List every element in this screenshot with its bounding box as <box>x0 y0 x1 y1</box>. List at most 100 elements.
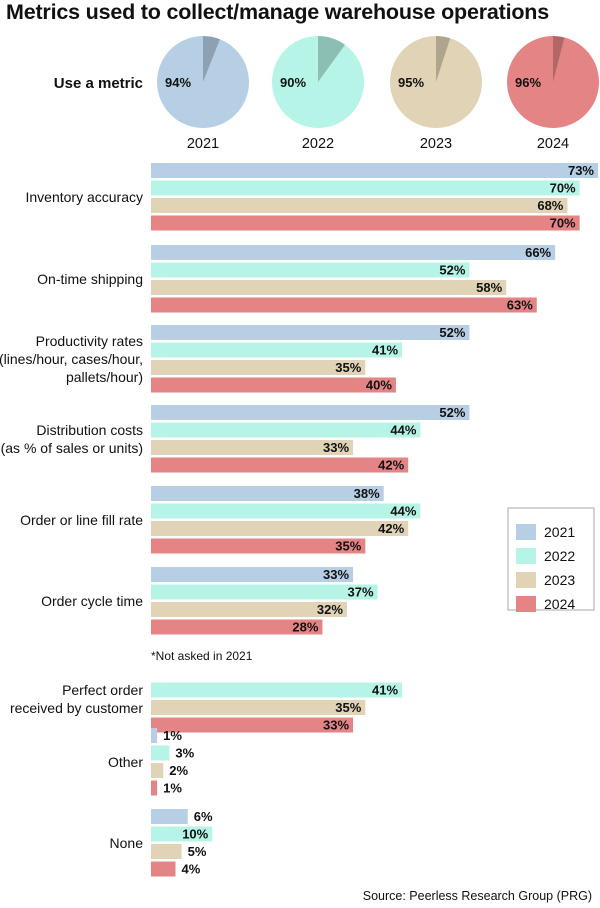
bar-group: 52% 41% 35% 40% Productivity rates (lines/hou… <box>0 325 470 393</box>
pie-year-label: 2023 <box>420 136 452 152</box>
bar-2022 <box>151 584 378 600</box>
bar-value-label: 28% <box>292 620 318 635</box>
bar-value-label: 73% <box>568 163 594 178</box>
source-credit: Source: Peerless Research Group (PRG) <box>362 889 592 903</box>
pie-row-label: Use a metric <box>53 75 143 92</box>
bar-value-label: 66% <box>525 245 551 260</box>
pie-slice-used <box>272 36 364 128</box>
bar-group: 6% 10% 5% 4% None <box>110 809 213 877</box>
pie-value-label: 90% <box>280 75 306 90</box>
bar-2024 <box>151 377 396 393</box>
pie-2023: 95% 2023 <box>390 36 482 152</box>
pie-charts: 94% 2021 90% 2022 95% 2023 96% 2024 <box>157 36 599 152</box>
bar-value-label: 42% <box>378 458 404 473</box>
legend-label-2021: 2021 <box>544 524 575 540</box>
pie-slice-used <box>390 36 482 128</box>
pie-slice-not-used <box>553 36 565 82</box>
category-label: Other <box>108 754 143 770</box>
bar-value-label: 5% <box>188 844 207 859</box>
bar-2021 <box>151 809 188 824</box>
pie-slice-used <box>157 36 249 128</box>
pie-value-label: 96% <box>515 75 541 90</box>
pie-2024: 96% 2024 <box>507 36 599 152</box>
legend-swatch-2022 <box>516 548 536 564</box>
bar-value-label: 52% <box>439 263 465 278</box>
bar-2021 <box>151 325 470 340</box>
bar-2022 <box>151 503 421 519</box>
bar-value-label: 33% <box>323 718 349 733</box>
bar-value-label: 33% <box>323 567 349 582</box>
bar-2023 <box>151 602 347 617</box>
legend-label-2022: 2022 <box>544 548 575 564</box>
bar-value-label: 42% <box>378 521 404 536</box>
bar-value-label: 3% <box>175 746 194 761</box>
bar-group: 1% 3% 2% 1% Other <box>108 728 195 796</box>
legend-label-2024: 2024 <box>544 596 575 612</box>
pie-slice-not-used <box>318 36 346 82</box>
bar-group: 33% 37% 32% 28% Order cycle time <box>41 567 378 635</box>
bar-2023 <box>151 700 366 715</box>
bar-2022 <box>151 180 580 196</box>
category-label: Order cycle time <box>41 593 143 609</box>
chart-legend: 2021 2022 2023 2024 <box>507 507 595 612</box>
bar-value-label: 63% <box>507 298 533 313</box>
bar-value-label: 1% <box>163 781 182 796</box>
pie-2022: 90% 2022 <box>272 36 364 152</box>
pie-slice-used <box>507 36 599 128</box>
bar-2024 <box>151 619 323 635</box>
bar-2024 <box>151 297 537 313</box>
bar-value-label: 4% <box>181 862 200 877</box>
pie-year-label: 2022 <box>302 136 334 152</box>
bar-2024 <box>151 215 580 231</box>
bar-value-label: 44% <box>390 423 416 438</box>
bar-value-label: 41% <box>372 683 398 698</box>
chart-title: Metrics used to collect/manage warehouse… <box>6 0 549 24</box>
pie-2021: 94% 2021 <box>157 36 249 152</box>
bar-value-label: 68% <box>537 198 563 213</box>
legend-label-2023: 2023 <box>544 572 575 588</box>
bar-value-label: 38% <box>354 486 380 501</box>
bar-2023 <box>151 763 164 778</box>
bar-2024 <box>151 861 176 877</box>
bar-value-label: 41% <box>372 343 398 358</box>
bar-value-label: 6% <box>194 809 213 824</box>
pie-year-label: 2024 <box>537 136 569 152</box>
bar-2023 <box>151 360 366 375</box>
bar-2023 <box>151 198 568 213</box>
bar-value-label: 35% <box>335 700 361 715</box>
bar-value-label: 52% <box>439 325 465 340</box>
bar-2023 <box>151 280 507 295</box>
bar-2024 <box>151 457 409 473</box>
pie-slice-not-used <box>203 36 220 82</box>
bar-2021 <box>151 728 158 743</box>
bar-value-label: 40% <box>366 378 392 393</box>
pie-slice-not-used <box>436 36 451 82</box>
bar-2021 <box>151 567 354 582</box>
pie-year-label: 2021 <box>187 136 219 152</box>
bar-group: 66% 52% 58% 63% On-time shipping <box>37 245 556 313</box>
bar-value-label: 37% <box>348 585 374 600</box>
bar-value-label: 44% <box>390 504 416 519</box>
pie-value-label: 94% <box>165 75 191 90</box>
category-label: Inventory accuracy <box>26 189 144 205</box>
bar-group: 38% 44% 42% 35% Order or line fill rate <box>20 486 421 554</box>
bar-2023 <box>151 440 354 455</box>
category-label: Productivity rates (lines/hour, cases/hou… <box>0 333 143 385</box>
bar-2022 <box>151 262 470 278</box>
bar-2022 <box>151 342 403 358</box>
legend-swatch-2023 <box>516 572 536 588</box>
bar-2023 <box>151 521 409 536</box>
bar-2024 <box>151 538 366 554</box>
chart-note: *Not asked in 2021 <box>151 649 253 663</box>
bar-2021 <box>151 405 470 420</box>
bar-2024 <box>151 780 158 796</box>
category-label: None <box>110 835 144 851</box>
pie-value-label: 95% <box>398 75 424 90</box>
bar-value-label: 35% <box>335 360 361 375</box>
bar-value-label: 52% <box>439 405 465 420</box>
bar-2023 <box>151 844 182 859</box>
bar-value-label: 10% <box>182 827 208 842</box>
bar-value-label: 32% <box>317 602 343 617</box>
bar-2021 <box>151 245 556 260</box>
